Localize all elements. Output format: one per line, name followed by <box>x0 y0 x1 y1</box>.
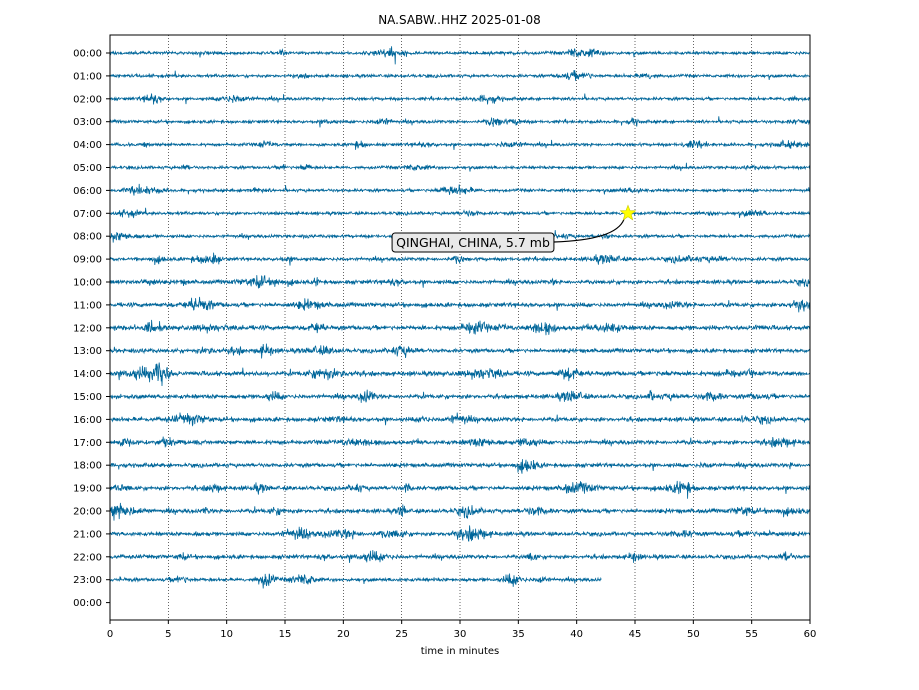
y-tick-label: 23:00 <box>73 575 102 586</box>
y-tick-label: 15:00 <box>73 392 102 403</box>
trace-line <box>109 93 811 105</box>
trace-line <box>109 502 811 521</box>
y-tick-label: 13:00 <box>73 346 102 357</box>
trace-line <box>109 70 811 81</box>
trace-line <box>109 116 811 128</box>
x-axis-label: time in minutes <box>421 646 500 657</box>
y-tick-label: 06:00 <box>73 186 102 197</box>
trace-line <box>109 183 811 196</box>
x-tick-label: 45 <box>629 629 642 640</box>
y-tick-label: 19:00 <box>73 484 102 495</box>
y-tick-label: 20:00 <box>73 507 102 518</box>
x-tick-label: 55 <box>745 629 758 640</box>
y-tick-label: 08:00 <box>73 232 102 243</box>
y-tick-label: 18:00 <box>73 461 102 472</box>
trace-line <box>110 362 811 387</box>
y-axis: 00:00 01:00 02:00 03:00 04:00 05:00 06:00 07:00… <box>73 49 110 609</box>
trace-line <box>109 207 811 219</box>
y-tick-label: 00:00 <box>73 598 102 609</box>
x-tick-label: 5 <box>165 629 171 640</box>
y-tick-label: 07:00 <box>73 209 102 220</box>
trace-line <box>109 412 811 427</box>
x-tick-label: 40 <box>570 629 583 640</box>
y-tick-label: 09:00 <box>73 255 102 266</box>
trace-line <box>109 162 811 172</box>
x-tick-label: 35 <box>512 629 525 640</box>
y-tick-label: 02:00 <box>73 94 102 105</box>
x-tick-label: 50 <box>687 629 700 640</box>
x-tick-label: 60 <box>804 629 817 640</box>
trace-line <box>109 459 811 474</box>
x-tick-label: 30 <box>454 629 467 640</box>
trace-line <box>109 343 811 359</box>
y-tick-label: 14:00 <box>73 369 102 380</box>
y-tick-label: 03:00 <box>73 117 102 128</box>
y-tick-label: 21:00 <box>73 529 102 540</box>
trace-line <box>109 319 811 336</box>
y-tick-label: 01:00 <box>73 71 102 82</box>
trace-line <box>109 573 602 589</box>
y-tick-label: 17:00 <box>73 438 102 449</box>
y-tick-label: 16:00 <box>73 415 102 426</box>
y-tick-label: 12:00 <box>73 323 102 334</box>
trace-line <box>109 252 811 266</box>
chart-title: NA.SABW..HHZ 2025-01-08 <box>378 13 541 27</box>
trace-line <box>109 296 811 313</box>
trace-line <box>109 436 811 449</box>
y-tick-label: 00:00 <box>73 49 102 60</box>
y-tick-label: 04:00 <box>73 140 102 151</box>
event-star-icon <box>619 204 637 221</box>
y-tick-label: 10:00 <box>73 278 102 289</box>
trace-line <box>109 389 811 403</box>
x-tick-label: 0 <box>107 629 113 640</box>
trace-line <box>109 139 811 150</box>
trace-line <box>109 46 811 65</box>
y-tick-label: 05:00 <box>73 163 102 174</box>
x-axis: 0 5 10 15 20 25 30 35 40 45 50 55 60 <box>107 620 817 640</box>
event-annotation: QINGHAI, CHINA, 5.7 mb <box>391 204 637 253</box>
x-tick-label: 15 <box>279 629 292 640</box>
trace-line <box>109 275 811 289</box>
event-label: QINGHAI, CHINA, 5.7 mb <box>396 235 550 250</box>
x-tick-label: 10 <box>220 629 233 640</box>
y-tick-label: 22:00 <box>73 552 102 563</box>
x-tick-label: 20 <box>337 629 350 640</box>
y-tick-label: 11:00 <box>73 300 102 311</box>
x-tick-label: 25 <box>395 629 408 640</box>
annotation-box <box>391 232 555 253</box>
trace-line <box>109 480 811 499</box>
trace-line <box>109 550 811 563</box>
seismic-traces <box>109 46 811 589</box>
annotation-arrow <box>553 219 625 243</box>
trace-line <box>109 525 811 542</box>
